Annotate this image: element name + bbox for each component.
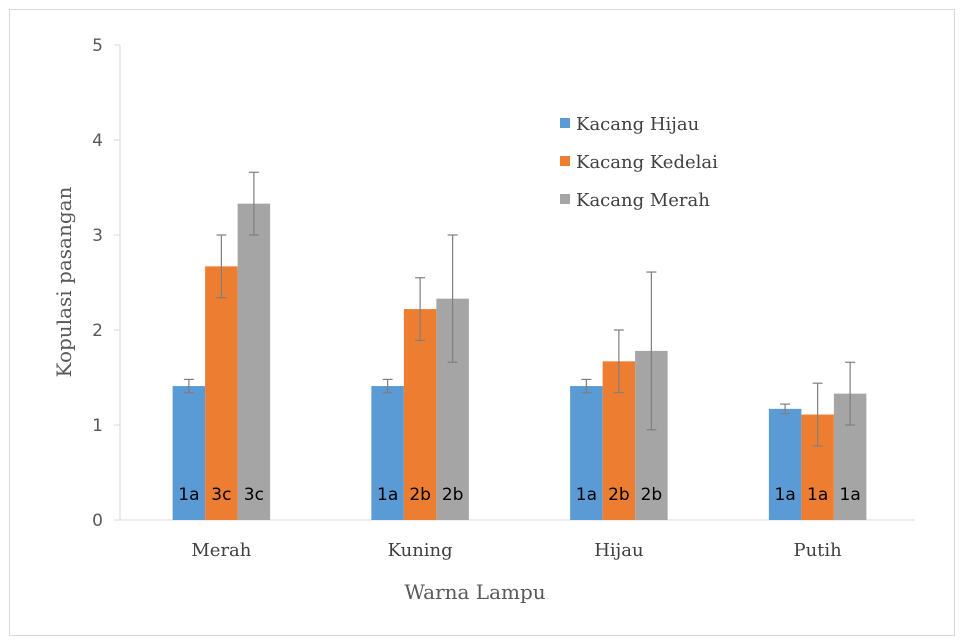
bar-data-label: 1a: [576, 485, 597, 505]
bar: [205, 266, 238, 520]
bar: [172, 386, 206, 520]
bar-data-label: 3c: [244, 485, 264, 505]
bar-data-label: 1a: [840, 485, 861, 505]
bar: [371, 386, 404, 520]
bar-data-label: 1a: [178, 485, 199, 505]
y-tick-label: 0: [92, 511, 103, 531]
legend-swatch: [560, 194, 570, 204]
bar-data-label: 1a: [377, 485, 398, 505]
bar: [570, 386, 603, 520]
legend-label: Kacang Hijau: [576, 114, 699, 135]
y-tick-label: 1: [92, 416, 103, 436]
legend-label: Kacang Kedelai: [576, 152, 718, 173]
bar: [768, 408, 802, 520]
x-category-label: Kuning: [388, 540, 453, 561]
error-bars-group: [183, 171, 856, 447]
bar: [403, 309, 437, 520]
y-tick-label: 5: [92, 36, 103, 56]
x-category-label: Putih: [793, 540, 842, 561]
bar-data-label: 1a: [807, 485, 828, 505]
y-axis-title: Kopulasi pasangan: [52, 186, 76, 377]
legend-swatch: [560, 118, 570, 128]
category-labels: Merah Kuning Hijau Putih: [191, 540, 842, 561]
bar-data-label: 2b: [442, 485, 464, 505]
legend-swatch: [560, 156, 570, 166]
y-tick-label: 3: [92, 226, 103, 246]
legend-label: Kacang Merah: [576, 190, 710, 211]
bar-data-label: 1a: [775, 485, 796, 505]
legend: Kacang Hijau Kacang Kedelai Kacang Merah: [560, 114, 718, 211]
bar-data-label: 3c: [211, 485, 231, 505]
x-category-label: Hijau: [594, 540, 643, 561]
bar-data-label: 2b: [608, 485, 630, 505]
y-tick-label: 4: [92, 131, 103, 151]
bar-labels-group: 1a 3c 3c 1a 2b 2b 1a 2b 2b 1a 1a 1a: [178, 485, 860, 505]
bars-group: [172, 203, 867, 520]
y-tick-label: 2: [92, 321, 103, 341]
bar: [237, 203, 271, 520]
chart-frame: [9, 9, 955, 636]
x-axis-title: Warna Lampu: [404, 580, 545, 604]
y-axis-ticks: 0 1 2 3 4 5: [92, 36, 120, 531]
bar-data-label: 2b: [409, 485, 431, 505]
bar-data-label: 2b: [641, 485, 663, 505]
x-category-label: Merah: [191, 540, 251, 561]
